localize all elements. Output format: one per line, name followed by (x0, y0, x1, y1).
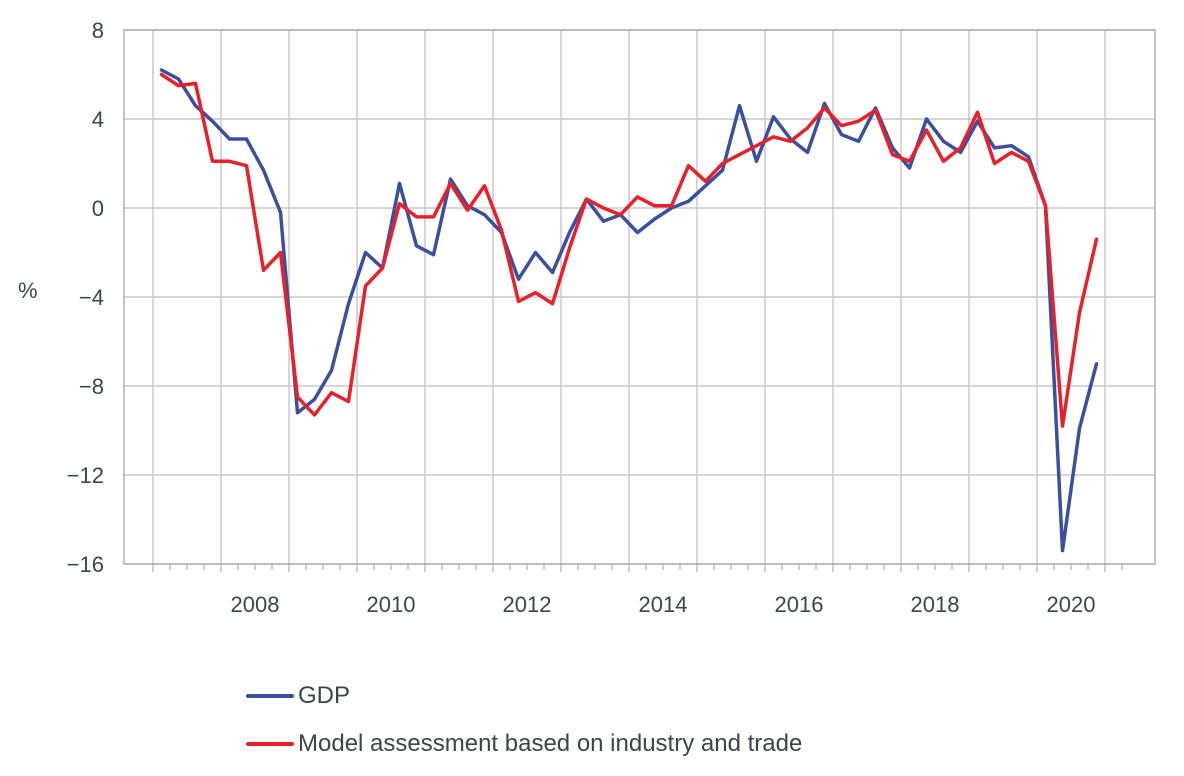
x-tick-label: 2016 (775, 592, 824, 617)
legend-label-model: Model assessment based on industry and t… (298, 730, 803, 757)
x-tick-label: 2008 (231, 592, 280, 617)
x-tick-label: 2010 (367, 592, 416, 617)
y-tick-label: 8 (92, 18, 104, 43)
x-tick-label: 2014 (639, 592, 688, 617)
y-tick-label: 4 (92, 107, 104, 132)
y-tick-label: −12 (67, 463, 104, 488)
x-tick-label: 2012 (503, 592, 552, 617)
series-line-model-assessment (159, 72, 1099, 428)
x-axis-tick-labels: 2008 2010 2012 2014 2016 2018 2020 (231, 592, 1096, 617)
series-line-gdp (159, 68, 1099, 553)
y-axis-tick-labels: 8 4 0 −4 −8 −12 −16 (67, 18, 104, 577)
y-tick-label: −4 (79, 285, 104, 310)
y-axis-label: % (18, 278, 38, 303)
y-tick-label: −16 (67, 552, 104, 577)
horizontal-gridlines (124, 29, 1155, 565)
legend-swatch-model (246, 742, 294, 746)
y-tick-label: 0 (92, 196, 104, 221)
line-chart: 840−4−8−12−16 2008 2010 2012 2014 2016 2018 20… (18, 18, 1156, 617)
y-tick-label: −8 (79, 374, 104, 399)
x-tick-label: 2018 (911, 592, 960, 617)
plot-frame (123, 29, 1156, 565)
legend-label-gdp: GDP (298, 682, 351, 709)
legend: GDP Model assessment based on industry a… (246, 672, 802, 768)
x-axis-ticks (152, 564, 1123, 572)
legend-swatch-gdp (246, 694, 294, 698)
legend-item-model: Model assessment based on industry and t… (246, 720, 802, 768)
x-tick-label: 2020 (1047, 592, 1096, 617)
legend-item-gdp: GDP (246, 672, 802, 720)
series-lines (159, 68, 1099, 553)
